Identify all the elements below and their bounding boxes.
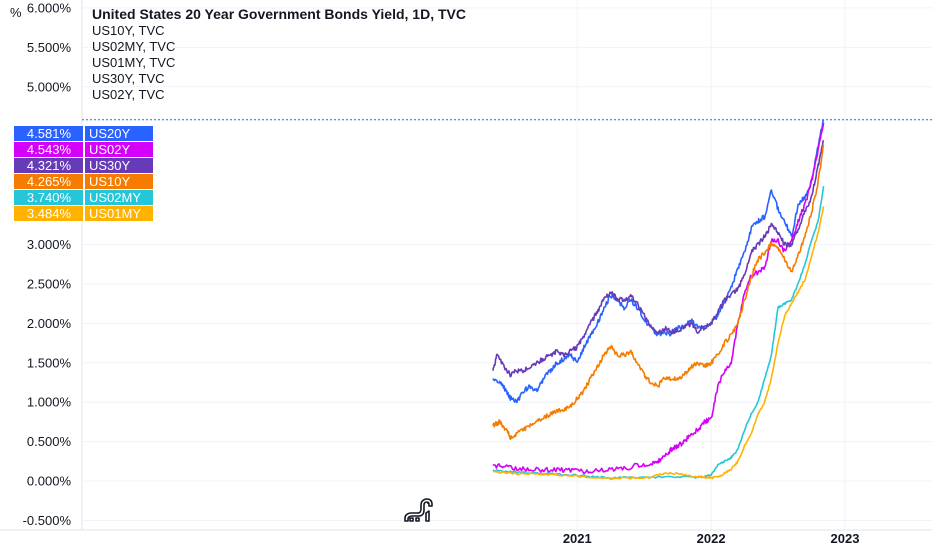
series-name-tag bbox=[85, 206, 153, 221]
series-last-value: 4.321% bbox=[27, 158, 72, 173]
series-layer bbox=[492, 119, 825, 481]
x-tick-label: 2022 bbox=[697, 531, 726, 546]
value-label-bg bbox=[14, 206, 83, 221]
x-tick-label: 2023 bbox=[831, 531, 860, 546]
series-name-tag bbox=[85, 174, 153, 189]
x-tick-label: 2021 bbox=[563, 531, 592, 546]
y-tick-label: 1.000% bbox=[27, 395, 72, 410]
value-label-bg bbox=[14, 142, 83, 157]
series-last-value: 4.543% bbox=[27, 142, 72, 157]
legend-symbol-us02my[interactable]: US02MY, TVC bbox=[92, 39, 176, 54]
series-line-us10y[interactable] bbox=[492, 144, 825, 441]
chart-legend: United States 20 Year Government Bonds Y… bbox=[92, 6, 466, 103]
value-label-bg bbox=[14, 126, 83, 141]
series-name: US20Y bbox=[89, 126, 131, 141]
price-scale[interactable]: 6.000% 5.500% 5.000% 3.000% 2.500% 2.000% 1.50… bbox=[23, 0, 72, 528]
series-name: US30Y bbox=[89, 158, 131, 173]
time-scale[interactable]: 2021 2022 2023 bbox=[563, 531, 860, 546]
y-tick-label: 0.000% bbox=[27, 474, 72, 489]
unit-symbol: % bbox=[10, 5, 22, 20]
legend-symbol-us10y[interactable]: US10Y, TVC bbox=[92, 23, 165, 38]
series-last-value: 3.740% bbox=[27, 190, 72, 205]
y-tick-label: 5.500% bbox=[27, 40, 72, 55]
series-last-value: 3.484% bbox=[27, 206, 72, 221]
legend-symbol-us30y[interactable]: US30Y, TVC bbox=[92, 71, 165, 86]
value-label-bg bbox=[14, 158, 83, 173]
legend-symbol-us02y[interactable]: US02Y, TVC bbox=[92, 87, 165, 102]
y-tick-label: 5.000% bbox=[27, 79, 72, 94]
last-value-labels: 4.581% US20Y 4.543% US02Y 4.321% US30Y 4.265% U… bbox=[14, 126, 153, 221]
y-tick-label: 6.000% bbox=[27, 0, 72, 15]
series-name-tag bbox=[85, 190, 153, 205]
y-tick-label: 0.500% bbox=[27, 434, 72, 449]
series-line-us02my[interactable] bbox=[492, 185, 825, 480]
y-tick-label: 1.500% bbox=[27, 355, 72, 370]
y-tick-label: -0.500% bbox=[23, 513, 72, 528]
value-label-bg bbox=[14, 190, 83, 205]
series-name: US01MY bbox=[89, 206, 141, 221]
tradingview-logo-icon[interactable] bbox=[404, 498, 433, 522]
series-name-tag bbox=[85, 126, 153, 141]
series-name: US02MY bbox=[89, 190, 141, 205]
value-label-bg bbox=[14, 174, 83, 189]
grid-layer bbox=[82, 0, 932, 530]
y-tick-label: 2.500% bbox=[27, 276, 72, 291]
y-tick-label: 2.000% bbox=[27, 316, 72, 331]
series-name: US02Y bbox=[89, 142, 131, 157]
series-name: US10Y bbox=[89, 174, 131, 189]
legend-symbol-us01my[interactable]: US01MY, TVC bbox=[92, 55, 176, 70]
series-line-us30y[interactable] bbox=[492, 139, 825, 378]
series-last-value: 4.581% bbox=[27, 126, 72, 141]
series-name-tag bbox=[85, 158, 153, 173]
series-last-value: 4.265% bbox=[27, 174, 72, 189]
series-line-us02y[interactable] bbox=[492, 122, 825, 475]
y-tick-label: 3.000% bbox=[27, 237, 72, 252]
series-line-us20y[interactable] bbox=[492, 119, 825, 404]
main-series-title[interactable]: United States 20 Year Government Bonds Y… bbox=[92, 6, 466, 22]
series-name-tag bbox=[85, 142, 153, 157]
series-line-us01my[interactable] bbox=[492, 206, 825, 481]
